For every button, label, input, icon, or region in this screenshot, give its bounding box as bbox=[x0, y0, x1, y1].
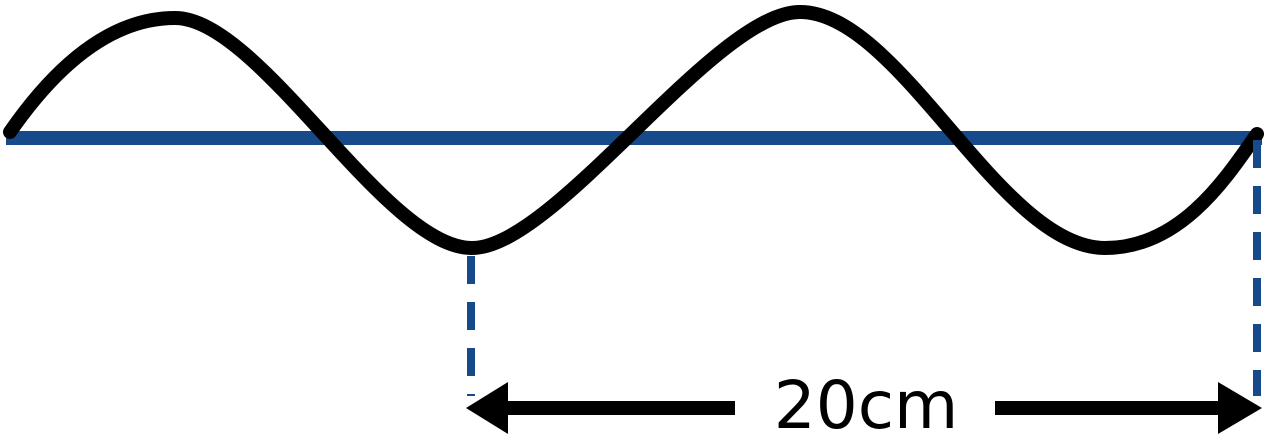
sine-wave bbox=[3, 5, 1264, 255]
wavelength-label: 20cm bbox=[774, 367, 959, 441]
right-arrowhead bbox=[1218, 382, 1262, 434]
left-arrowhead bbox=[466, 382, 508, 434]
